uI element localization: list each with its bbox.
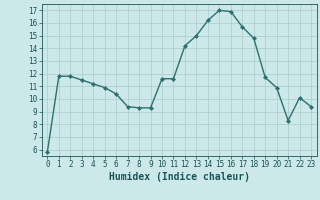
X-axis label: Humidex (Indice chaleur): Humidex (Indice chaleur) [109,172,250,182]
